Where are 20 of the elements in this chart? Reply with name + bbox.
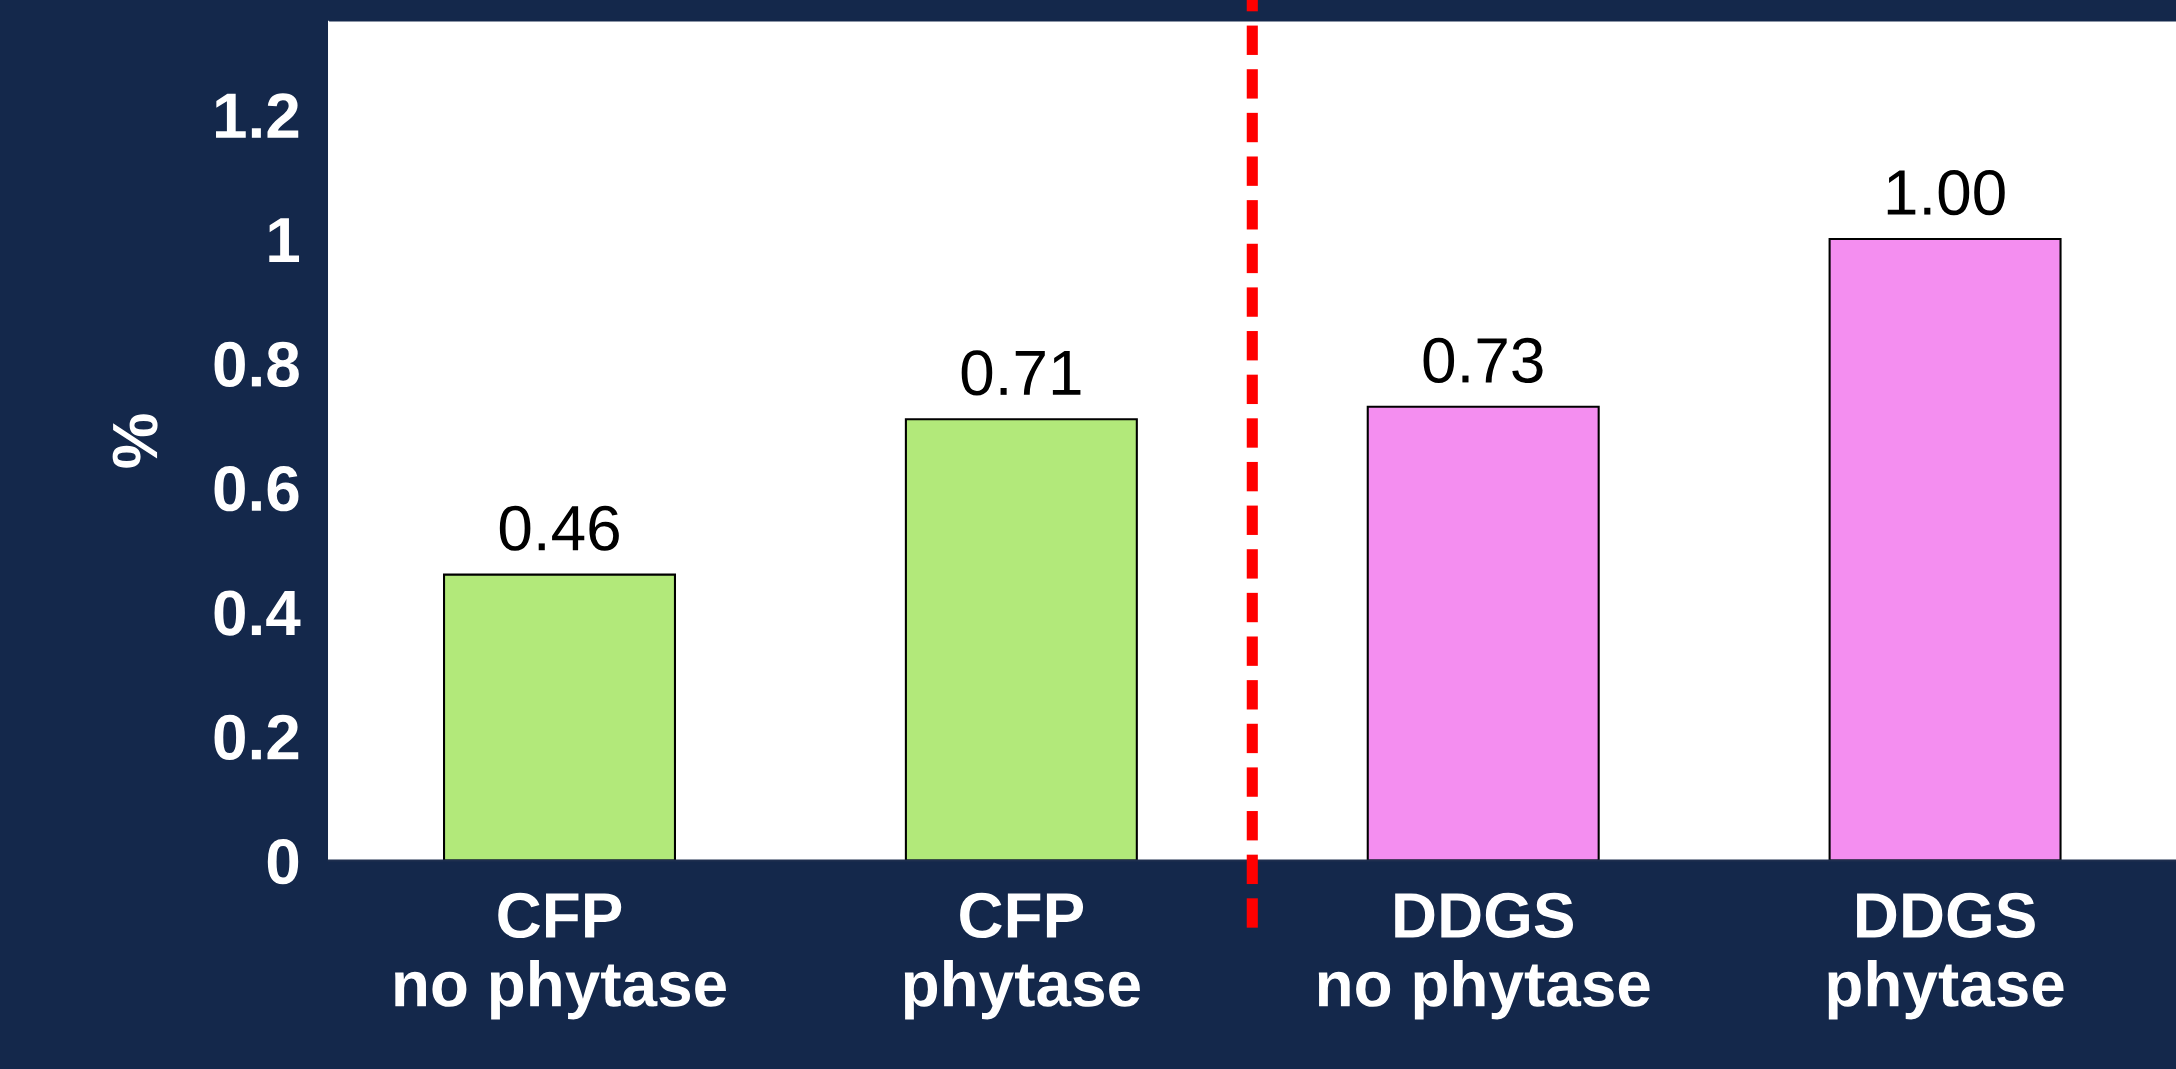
bar (904, 418, 1138, 861)
bar (1828, 237, 2062, 861)
y-tick-label: 0 (267, 839, 299, 885)
y-axis-title: % (112, 414, 158, 468)
y-tick-label: 1 (269, 218, 300, 263)
x-tick-label: DDGS phytase (1828, 892, 2064, 1020)
y-tick-label: 0.6 (214, 466, 299, 512)
y-tick-label: 0.2 (214, 714, 299, 760)
data-label: 0.73 (1423, 337, 1543, 384)
data-label: 0.46 (499, 505, 619, 551)
x-tick-label: CFP no phytase (395, 892, 726, 1020)
bar (443, 573, 677, 861)
data-label: 0.71 (961, 350, 1081, 396)
y-tick-label: 0.4 (214, 590, 301, 636)
y-tick-label: 0.8 (214, 341, 299, 388)
x-tick-label: CFP phytase (904, 892, 1140, 1020)
x-tick-label: DDGS no phytase (1318, 892, 1650, 1020)
y-tick-label: 1.2 (216, 93, 299, 138)
bar (1366, 405, 1600, 861)
data-label: 1.00 (1887, 169, 2005, 216)
